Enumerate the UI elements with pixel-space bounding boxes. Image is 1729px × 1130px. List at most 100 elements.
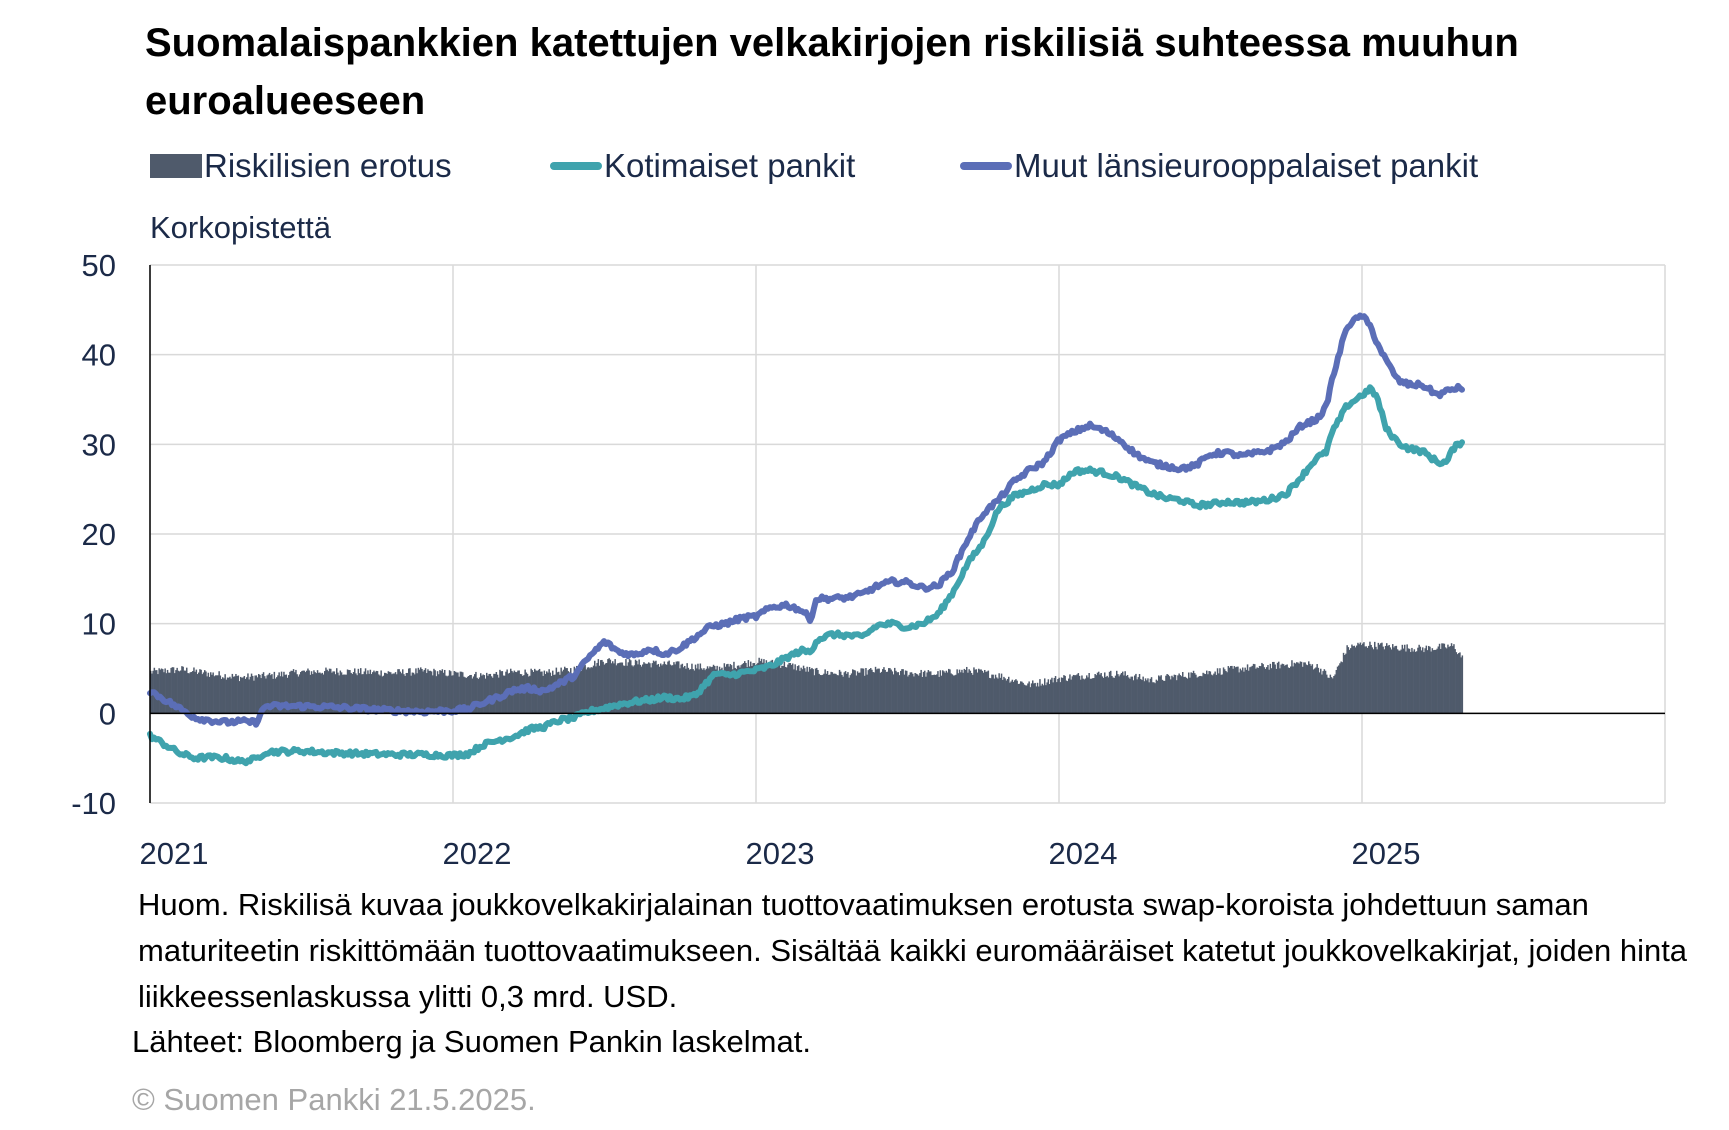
bar <box>846 673 848 714</box>
bar <box>295 669 297 714</box>
bar <box>775 666 777 714</box>
bar <box>212 672 214 714</box>
bar <box>777 663 780 714</box>
bar <box>1234 667 1237 714</box>
bar <box>835 673 837 714</box>
bar <box>226 677 229 714</box>
bar <box>787 664 789 714</box>
bar <box>194 671 196 714</box>
bar <box>1030 683 1033 714</box>
bar <box>1460 657 1462 714</box>
bar <box>378 674 380 714</box>
bar <box>763 659 765 714</box>
bar <box>949 669 951 714</box>
bar <box>1105 676 1107 714</box>
bar <box>356 675 358 714</box>
bar <box>330 668 332 714</box>
bar <box>638 659 640 714</box>
bar <box>183 670 186 714</box>
bar <box>1033 683 1035 714</box>
bar <box>1419 646 1422 714</box>
bar <box>404 675 406 714</box>
bar <box>956 669 958 714</box>
bar <box>1038 686 1040 714</box>
bar <box>481 675 483 714</box>
bar <box>955 674 957 714</box>
bar <box>1053 677 1056 714</box>
bar <box>633 665 636 714</box>
bar <box>1260 666 1262 714</box>
bar <box>1208 671 1210 714</box>
bar <box>1084 678 1087 714</box>
bar <box>544 674 547 714</box>
bar <box>1381 642 1383 714</box>
bar <box>1093 678 1095 714</box>
bar <box>681 663 684 714</box>
bar <box>962 672 964 714</box>
bar <box>225 679 228 714</box>
bar <box>1047 679 1050 714</box>
bar <box>565 668 567 714</box>
bar <box>1200 675 1202 714</box>
bar <box>433 668 435 714</box>
bar <box>828 674 830 714</box>
bar <box>1344 654 1346 714</box>
bar <box>1054 676 1057 714</box>
bar <box>723 663 726 714</box>
bar <box>730 665 733 714</box>
bar <box>1243 671 1245 714</box>
bar <box>758 657 760 714</box>
bar <box>624 665 626 714</box>
bar <box>231 673 234 714</box>
bar <box>812 669 814 714</box>
x-tick-label: 2022 <box>443 836 512 871</box>
bar <box>176 667 178 714</box>
bar <box>1237 666 1239 714</box>
bar <box>1027 683 1029 714</box>
bar <box>542 675 544 714</box>
bar <box>489 673 492 714</box>
bar <box>1410 652 1412 714</box>
bar <box>1065 680 1068 714</box>
bar <box>186 667 188 714</box>
bar <box>1101 676 1104 714</box>
bar <box>549 672 552 714</box>
bar <box>1336 666 1339 714</box>
bar <box>715 669 717 714</box>
bar <box>180 670 182 714</box>
bar <box>412 672 415 714</box>
bar <box>897 672 900 714</box>
bar <box>172 667 175 714</box>
bar <box>1386 643 1388 714</box>
bar <box>968 669 970 714</box>
bar <box>1110 670 1112 714</box>
bar <box>1287 667 1290 714</box>
bar <box>1042 685 1045 714</box>
bar <box>343 674 345 714</box>
bar <box>1174 674 1177 714</box>
bar <box>1144 678 1147 714</box>
bar <box>289 671 291 714</box>
bar <box>352 672 355 714</box>
bar <box>1219 668 1221 714</box>
bar <box>495 671 498 714</box>
bar <box>1240 670 1243 714</box>
bar <box>360 668 362 714</box>
bar <box>685 668 687 714</box>
bar <box>820 675 823 714</box>
bar <box>889 668 891 714</box>
bar <box>1238 672 1240 714</box>
bar <box>374 672 376 714</box>
bar <box>276 677 278 714</box>
bar <box>1012 681 1015 714</box>
bar <box>235 673 237 714</box>
bar <box>366 674 368 714</box>
bar <box>1063 675 1065 714</box>
bar <box>284 674 286 714</box>
bar <box>1225 670 1227 714</box>
bar <box>819 674 822 714</box>
bar <box>1149 678 1152 714</box>
bar <box>817 669 819 714</box>
bar <box>776 662 778 714</box>
bar <box>1303 662 1305 714</box>
